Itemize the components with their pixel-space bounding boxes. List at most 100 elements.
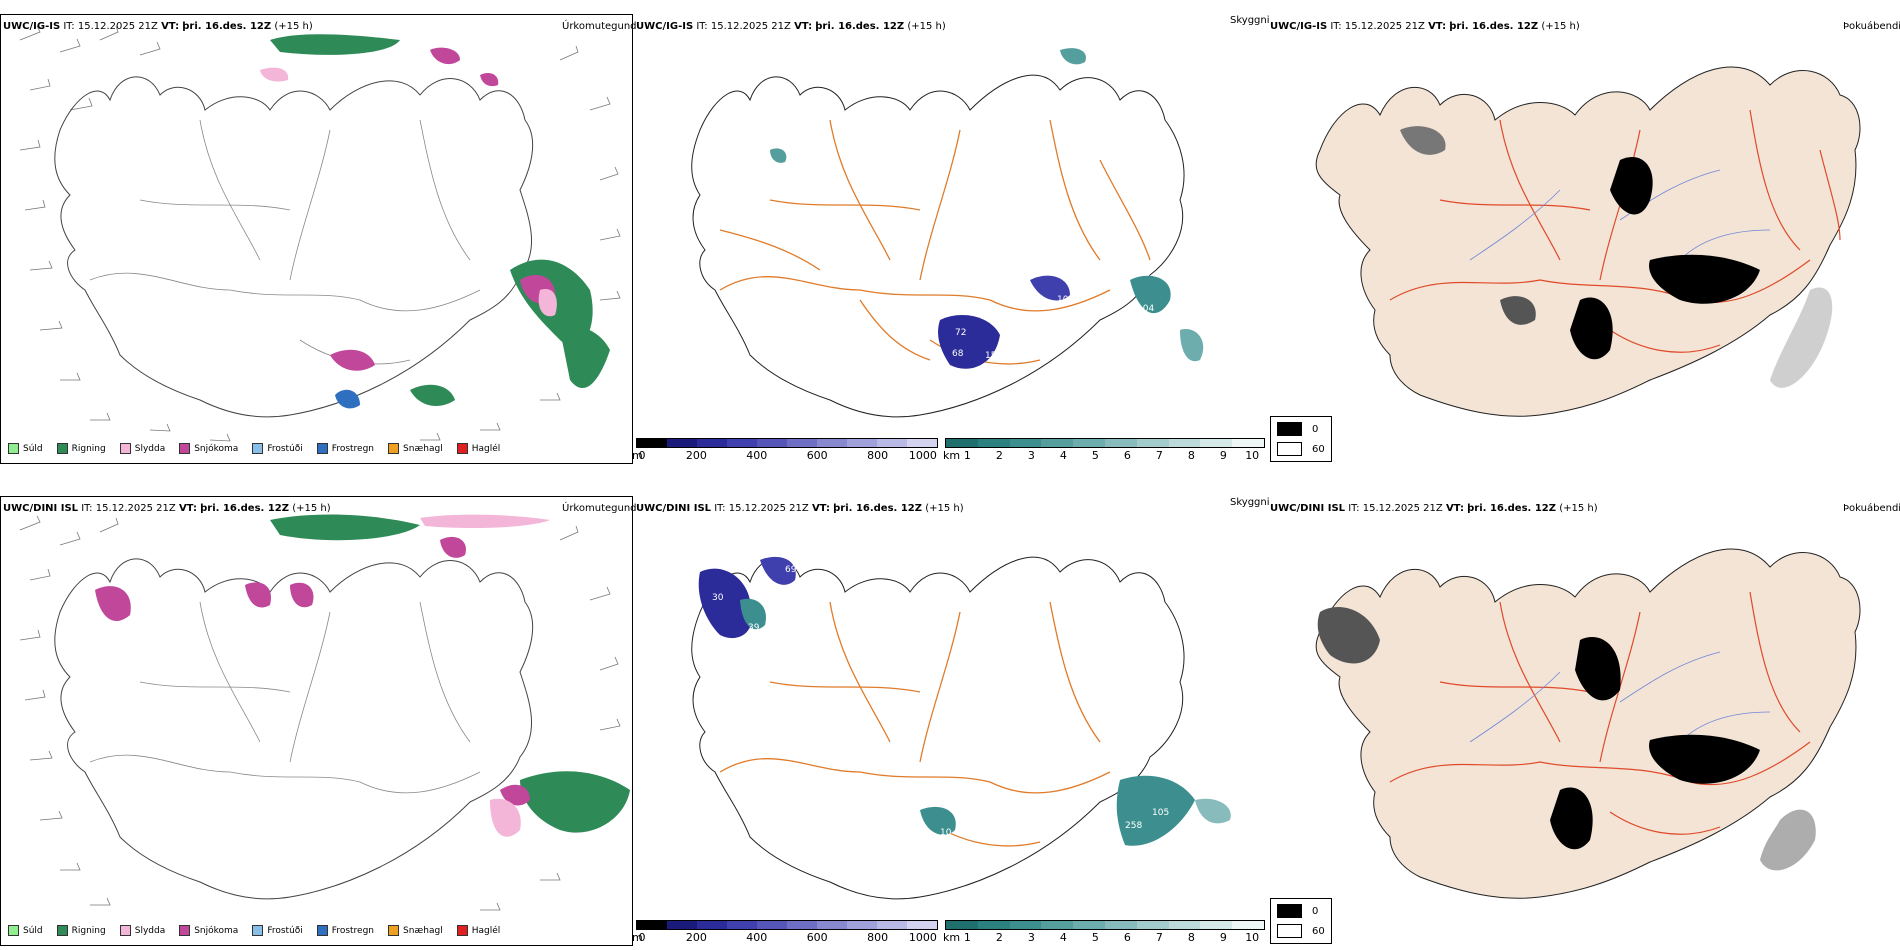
legend-swatch: [179, 443, 191, 454]
fog-title-bottom: Þokuábendi: [1843, 503, 1900, 514]
fog-legend-row: 0: [1277, 419, 1325, 439]
legend-item: Snjókoma: [179, 443, 238, 454]
legend-item: Snæhagl: [388, 925, 443, 936]
fog-rivers-bottom: [1469, 651, 1771, 743]
fog-legend-swatch: [1277, 422, 1302, 436]
cloudbase-colorbar-top: m 0 200 400 600 800 1000: [632, 438, 938, 462]
fog-roads-bottom: [1389, 591, 1811, 835]
visibility-colorbar-bottom: km 1 2 3 4 5 6 7 8 9 10: [943, 920, 1265, 944]
fog-area-top-6: [1500, 296, 1536, 325]
fog-header-top: UWC/IG-IS IT: 15.12.2025 21Z VT: þri. 16…: [1270, 21, 1580, 32]
visibility-colorbar-cells: [945, 920, 1265, 930]
map-value-label: 10: [940, 828, 952, 838]
fog-legend-row: 0: [1277, 901, 1325, 921]
cloudbase-colorbar-cells: [636, 920, 938, 930]
map-value-label: 68: [952, 349, 964, 359]
fog-area-bottom-1: [1317, 607, 1380, 664]
legend-swatch: [456, 443, 468, 454]
map-value-label: 75: [1152, 318, 1163, 328]
fog-legend-bottom: 0 60: [1270, 898, 1332, 944]
visibility-title-bottom: Skyggni: [1230, 497, 1270, 508]
legend-swatch: [456, 925, 468, 936]
vis-area-bottom-4: [920, 806, 956, 835]
lowcloud-area-bottom-2: [760, 556, 796, 585]
vis-area-top-4: [770, 148, 787, 163]
legend-item: Slydda: [119, 443, 165, 454]
fog-area-top-1: [1610, 156, 1653, 215]
fog-rivers-top: [1469, 169, 1771, 261]
legend-swatch: [388, 925, 400, 936]
roads-top-2: [719, 119, 1151, 365]
legend-item: Snjókoma: [179, 925, 238, 936]
precip-header-bottom: UWC/DINI ISL IT: 15.12.2025 21Z VT: þri.…: [3, 503, 331, 514]
legend-swatch: [316, 925, 328, 936]
precip-header-top: UWC/IG-IS IT: 15.12.2025 21Z VT: þri. 16…: [3, 21, 313, 32]
legend-swatch: [119, 925, 131, 936]
fog-area-bottom-2: [1575, 637, 1621, 701]
map-value-label: 104: [1137, 304, 1154, 314]
precip-title-top: Úrkomutegund: [562, 21, 637, 32]
fog-legend-swatch: [1277, 442, 1302, 456]
vis-area-bottom-3: [1195, 798, 1231, 824]
legend-item: Haglél: [456, 443, 500, 454]
fog-area-top-4: [1400, 126, 1446, 155]
roads-bottom-2: [719, 601, 1111, 847]
legend-item: Rigning: [56, 925, 106, 936]
map-value-label: 105: [1152, 808, 1169, 818]
legend-item: Frostregn: [316, 443, 374, 454]
legend-item: Rigning: [56, 443, 106, 454]
fog-area-bottom-5: [1760, 809, 1816, 871]
fog-legend-row: 60: [1277, 921, 1325, 941]
fog-legend-row: 60: [1277, 439, 1325, 459]
precip-panel-bottom: [0, 496, 633, 946]
visibility-colorbar-cells: [945, 438, 1265, 448]
cloudbase-colorbar-bottom: m 0 200 400 600 800 1000: [632, 920, 938, 944]
legend-swatch: [179, 925, 191, 936]
map-value-label: 258: [1125, 821, 1142, 831]
visibility-header-top: UWC/IG-IS IT: 15.12.2025 21Z VT: þri. 16…: [636, 21, 946, 32]
legend-swatch: [316, 443, 328, 454]
visibility-colorbar-ticks: km 1 2 3 4 5 6 7 8 9 10: [943, 931, 1260, 944]
legend-item: Frostúði: [252, 443, 303, 454]
legend-swatch: [252, 443, 264, 454]
fog-area-top-2: [1649, 254, 1760, 304]
visibility-header-bottom: UWC/DINI ISL IT: 15.12.2025 21Z VT: þri.…: [636, 503, 964, 514]
legend-item: Frostúði: [252, 925, 303, 936]
fog-legend-swatch: [1277, 924, 1302, 938]
lowcloud-area-top-2: [1030, 275, 1070, 301]
map-value-label: 72: [955, 328, 966, 338]
vis-area-bottom-1: [740, 598, 766, 630]
fog-area-bottom-3: [1649, 734, 1760, 784]
cloudbase-colorbar-ticks: m 0 200 400 600 800 1000: [632, 449, 937, 462]
map-value-label: 30: [712, 593, 724, 603]
precip-panel-top: [0, 14, 633, 464]
fog-legend-swatch: [1277, 904, 1302, 918]
legend-swatch: [388, 443, 400, 454]
legend-item: Slydda: [119, 925, 165, 936]
visibility-colorbar-top: km 1 2 3 4 5 6 7 8 9 10: [943, 438, 1265, 462]
iceland-outline-top-2: [691, 74, 1185, 418]
precip-legend-bottom: Súld Rigning Slydda Snjókoma Frostúði Fr…: [8, 925, 510, 936]
lowcloud-area-bottom-1: [698, 568, 753, 639]
fog-legend-top: 0 60: [1270, 416, 1332, 462]
legend-item: Súld: [8, 925, 43, 936]
cloudbase-colorbar-cells: [636, 438, 938, 448]
fog-roads-top: [1389, 109, 1841, 353]
map-value-label: 10: [1057, 295, 1069, 305]
legend-item: Súld: [8, 443, 43, 454]
visibility-title-top: Skyggni: [1230, 15, 1270, 26]
vis-area-top-3: [1060, 48, 1086, 65]
vis-area-bottom-2: [1116, 775, 1195, 846]
map-value-label: 39: [748, 623, 760, 633]
legend-swatch: [252, 925, 264, 936]
map-value-label: 69: [785, 565, 797, 575]
vis-area-top-1: [1130, 275, 1171, 314]
cloudbase-colorbar-ticks: m 0 200 400 600 800 1000: [632, 931, 937, 944]
precip-title-bottom: Úrkomutegund: [562, 503, 637, 514]
legend-swatch: [8, 443, 19, 454]
legend-item: Snæhagl: [388, 443, 443, 454]
legend-swatch: [8, 925, 19, 936]
visibility-colorbar-ticks: km 1 2 3 4 5 6 7 8 9 10: [943, 449, 1260, 462]
map-value-label: 73: [775, 623, 786, 633]
legend-item: Haglél: [456, 925, 500, 936]
